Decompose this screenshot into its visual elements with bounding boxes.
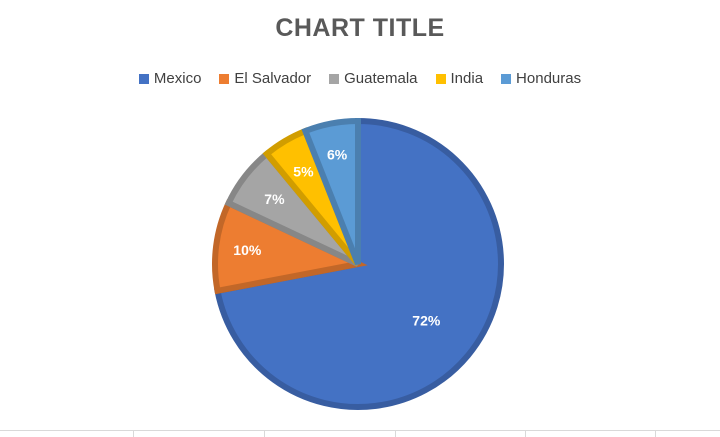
legend-label-honduras: Honduras [516, 70, 582, 87]
legend-label-guatemala: Guatemala [344, 70, 418, 87]
pie-slice-honduras[interactable] [301, 117, 361, 266]
grid-tick [655, 431, 656, 437]
spreadsheet-gridline [0, 430, 720, 437]
legend-item-honduras: Honduras [501, 70, 581, 87]
legend-label-mexico: Mexico [153, 70, 202, 87]
grid-tick [525, 431, 526, 437]
legend-item-mexico: Mexico [138, 70, 202, 87]
grid-tick [264, 431, 265, 437]
data-label-el-salvador: 10% [233, 242, 262, 258]
data-label-guatemala: 7% [264, 191, 285, 207]
legend-label-el-salvador: El Salvador [234, 70, 312, 87]
legend-swatch-guatemala [329, 73, 340, 84]
legend-item-el-salvador: El Salvador [219, 70, 311, 87]
legend-item-guatemala: Guatemala [329, 70, 418, 87]
legend-swatch-mexico [138, 73, 149, 84]
legend-item-india: India [435, 70, 484, 87]
grid-tick [133, 431, 134, 437]
legend-swatch-el-salvador [219, 73, 230, 84]
chart-title: CHART TITLE [275, 14, 445, 42]
grid-tick [395, 431, 396, 437]
legend-label-india: India [450, 70, 484, 87]
pie-slice-el-salvador[interactable] [211, 199, 368, 295]
legend-swatch-honduras [501, 73, 512, 84]
data-label-mexico: 72% [412, 313, 441, 329]
legend: Mexico El Salvador Guatemala India Hondu… [0, 70, 720, 87]
data-label-honduras: 6% [327, 146, 348, 162]
legend-swatch-india [435, 73, 446, 84]
data-label-india: 5% [293, 164, 314, 180]
